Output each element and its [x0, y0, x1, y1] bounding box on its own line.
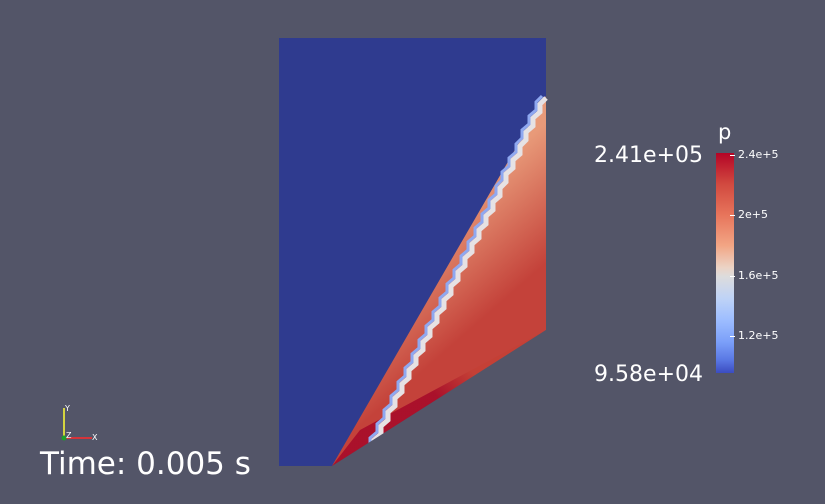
colormap-tick-label: 1.2e+5 [738, 329, 779, 342]
y-axis-label: Y [64, 404, 70, 413]
colormap-title: p [718, 120, 732, 144]
shock-front-blue [355, 94, 544, 468]
colormap-tick-mark [730, 155, 735, 156]
colormap-tick-mark [730, 215, 735, 216]
upstream-region [279, 38, 546, 466]
ramp-wall-cutout [332, 330, 546, 504]
colormap-bar[interactable] [716, 153, 734, 373]
colormap-tick-label: 2.4e+5 [738, 148, 779, 161]
colormap-range-max: 2.41e+05 [594, 143, 703, 168]
post-shock-region [332, 96, 546, 466]
colormap-tick-label: 1.6e+5 [738, 269, 779, 282]
colormap-tick-mark [730, 336, 735, 337]
colormap-tick-label: 2e+5 [738, 208, 768, 221]
time-annotation: Time: 0.005 s [40, 446, 251, 482]
colormap-range-min: 9.58e+04 [594, 362, 703, 387]
domain-bottom-cover [279, 466, 339, 504]
z-axis-label: Z [66, 431, 72, 440]
shock-front-white [358, 96, 548, 469]
orientation-axes-widget[interactable]: Y Z X [52, 402, 108, 446]
z-axis-marker [61, 435, 67, 441]
x-axis-label: X [92, 433, 98, 442]
colormap-tick-mark [730, 276, 735, 277]
